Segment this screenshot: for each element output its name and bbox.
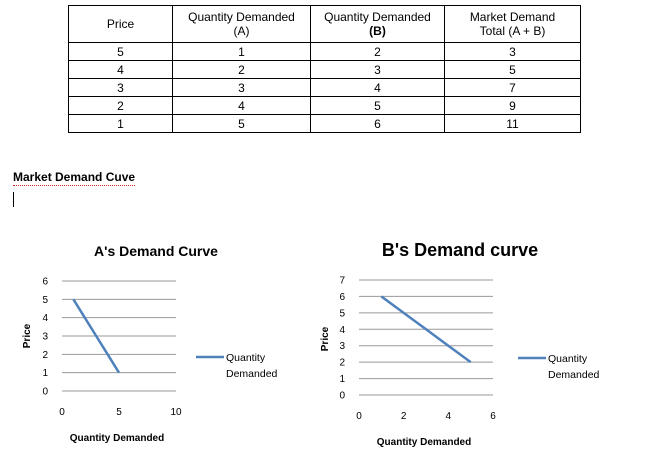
legend-label: Quantity Demanded [226,352,278,380]
header-price: Price [68,5,173,43]
y-tick-label: 2 [42,350,48,361]
series-line [72,298,121,374]
y-tick-label: 1 [42,368,48,379]
y-tick-label: 4 [42,313,48,324]
cell-market-total: 11 [444,114,581,133]
y-tick-label: 5 [339,308,345,319]
header-market-total-sub: Total (A + B) [479,24,546,38]
table-row: 4 2 3 5 [68,60,581,79]
header-quantity-b: Quantity Demanded (B) [310,5,445,43]
table-row: 5 1 2 3 [68,42,581,61]
series-line [380,295,472,364]
text-cursor [13,192,14,207]
header-quantity-a: Quantity Demanded (A) [172,5,311,43]
chart-title: A's Demand Curve [94,243,218,259]
y-tick-label: 3 [42,332,48,343]
header-quantity-b-sub: (B) [369,24,386,38]
y-tick-label: 1 [339,374,345,385]
section-heading: Market Demand Cuve [13,170,136,186]
y-tick-label: 0 [339,391,345,402]
x-tick-label: 0 [59,407,65,418]
y-tick-label: 4 [339,325,345,336]
x-tick-label: 4 [446,411,452,422]
cell-quantity-b: 6 [310,114,445,133]
x-axis-label: Quantity Demanded [377,437,471,448]
y-tick-label: 3 [339,341,345,352]
x-tick-label: 2 [401,411,407,422]
cell-quantity-a: 5 [172,114,311,133]
y-tick-label: 6 [42,277,48,288]
y-tick-label: 7 [339,276,345,287]
header-quantity-a-sub: (A) [233,24,250,38]
header-price-label: Price [106,17,135,31]
header-quantity-a-label: Quantity Demanded [188,10,295,24]
legend-label: Quantity Demanded [548,353,600,381]
y-tick-label: 5 [42,295,48,306]
header-market-total: Market Demand Total (A + B) [444,5,581,43]
table-row: 2 4 5 9 [68,96,581,115]
chart-title: B's Demand curve [382,240,538,260]
y-tick-label: 2 [339,358,345,369]
header-market-total-label: Market Demand [469,10,556,24]
x-tick-label: 10 [170,407,182,418]
x-tick-label: 5 [116,407,122,418]
y-axis-label: Price [22,323,33,348]
table-row: 1 5 6 11 [68,114,581,133]
x-tick-label: 0 [356,411,362,422]
header-quantity-b-label: Quantity Demanded [324,10,431,24]
y-axis-label: Price [320,326,331,351]
x-axis-label: Quantity Demanded [70,433,164,444]
table-row: 3 3 4 7 [68,78,581,97]
x-tick-label: 6 [490,411,496,422]
y-tick-label: 0 [42,387,48,398]
y-tick-label: 6 [339,292,345,303]
table-header-row: Price Quantity Demanded (A) Quantity Dema… [68,5,581,43]
demand-table: Price Quantity Demanded (A) Quantity Dema… [68,5,581,133]
